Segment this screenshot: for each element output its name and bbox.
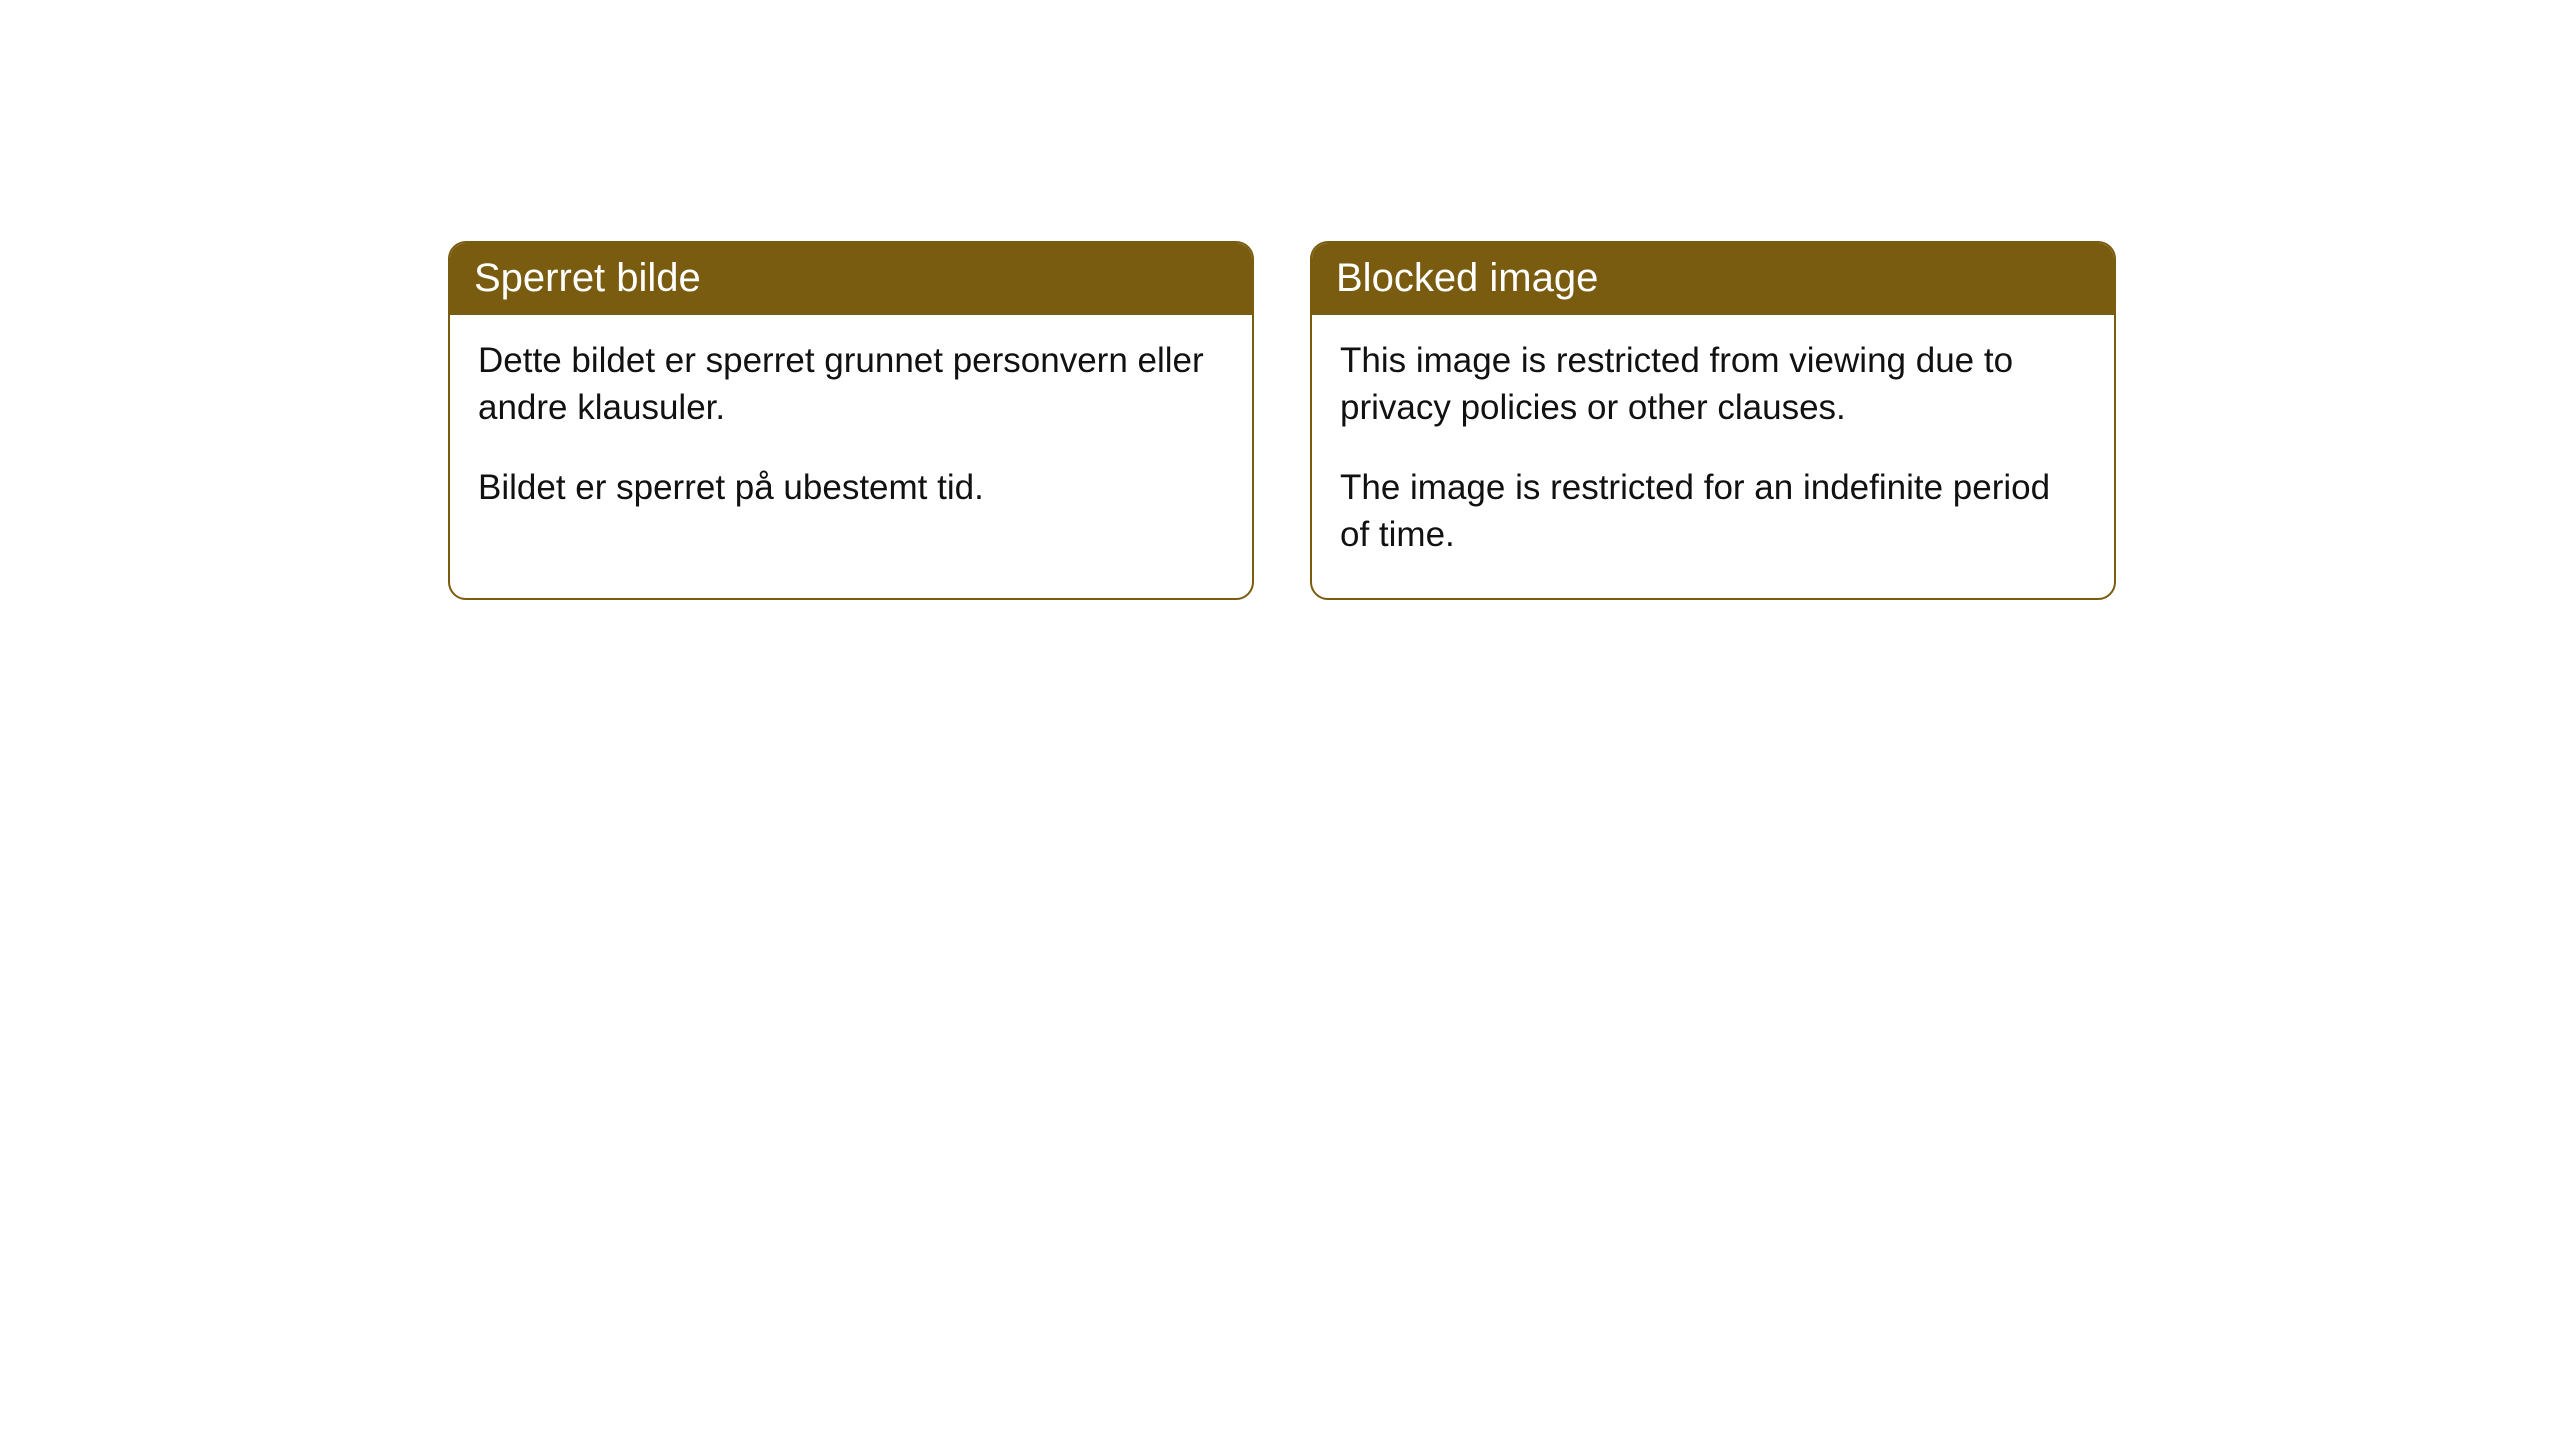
notice-paragraph: The image is restricted for an indefinit… — [1340, 464, 2086, 559]
notice-card-norwegian: Sperret bilde Dette bildet er sperret gr… — [448, 241, 1254, 600]
notice-title: Blocked image — [1312, 243, 2114, 315]
notice-paragraph: This image is restricted from viewing du… — [1340, 337, 2086, 432]
notice-container: Sperret bilde Dette bildet er sperret gr… — [0, 0, 2560, 600]
notice-paragraph: Dette bildet er sperret grunnet personve… — [478, 337, 1224, 432]
notice-title: Sperret bilde — [450, 243, 1252, 315]
notice-body: This image is restricted from viewing du… — [1312, 315, 2114, 598]
notice-paragraph: Bildet er sperret på ubestemt tid. — [478, 464, 1224, 511]
notice-card-english: Blocked image This image is restricted f… — [1310, 241, 2116, 600]
notice-body: Dette bildet er sperret grunnet personve… — [450, 315, 1252, 551]
